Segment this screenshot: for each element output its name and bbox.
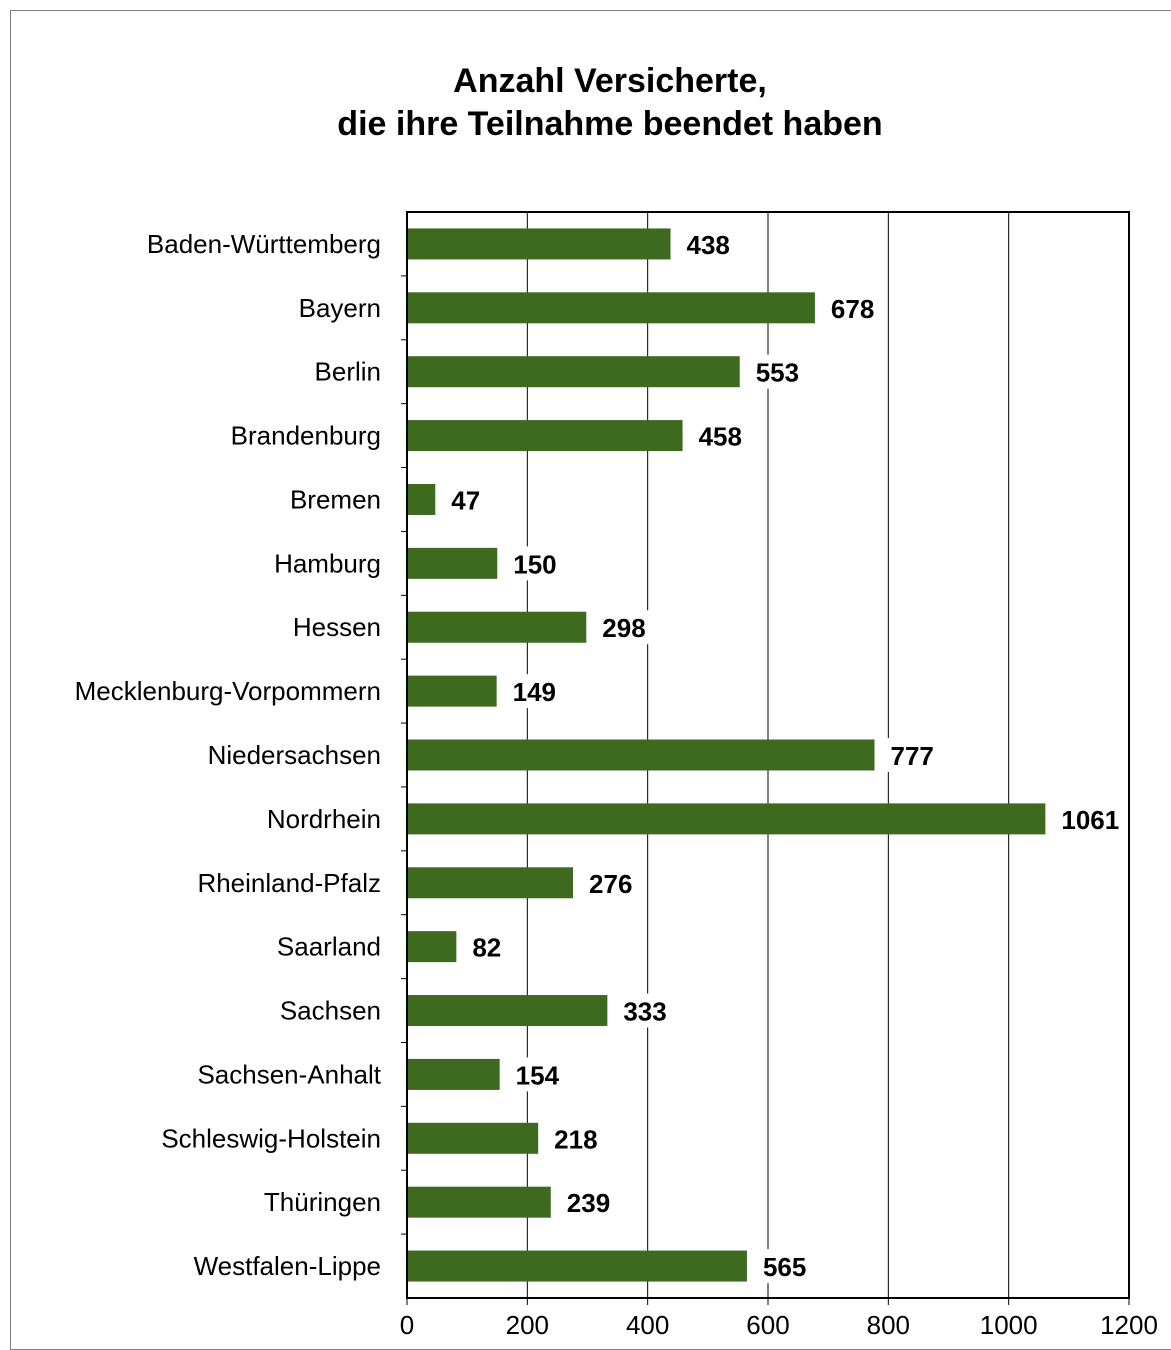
data-label: 218	[554, 1124, 597, 1154]
bar	[407, 1058, 500, 1090]
category-label: Bremen	[290, 484, 381, 514]
data-label: 150	[513, 549, 556, 579]
bar	[407, 547, 498, 579]
data-label: 1061	[1061, 805, 1119, 835]
bar	[407, 995, 608, 1027]
category-label: Niedersachsen	[208, 740, 381, 770]
category-label: Saarland	[277, 932, 381, 962]
category-label: Berlin	[315, 357, 381, 387]
chart-title-line-2: die ihre Teilnahme beendet haben	[337, 105, 882, 143]
data-label-background	[581, 865, 643, 900]
bar	[407, 1186, 551, 1218]
axes: Baden-Württemberg Bayern Berlin Brandenburg…	[75, 211, 1158, 1340]
x-tick-label: 600	[746, 1310, 789, 1340]
bar	[407, 356, 740, 388]
data-label-background	[558, 1185, 621, 1220]
data-label: 438	[687, 230, 730, 260]
category-label: Nordrhein	[267, 804, 381, 834]
category-label: Westfalen-Lippe	[194, 1251, 381, 1281]
data-label: 47	[451, 485, 480, 515]
x-tick-label: 800	[867, 1310, 910, 1340]
bar	[407, 803, 1046, 835]
data-label: 553	[756, 358, 799, 388]
data-label: 276	[589, 869, 632, 899]
bar	[407, 739, 875, 771]
data-label-background	[615, 993, 677, 1028]
x-tick-label: 0	[400, 1310, 414, 1340]
data-label-background	[690, 418, 753, 453]
data-label-background	[747, 354, 810, 389]
x-tick-label: 200	[506, 1310, 549, 1340]
data-label: 298	[602, 613, 645, 643]
data-label-background	[504, 674, 567, 709]
bar	[407, 420, 683, 452]
bar	[407, 292, 815, 324]
data-label-background	[678, 226, 741, 261]
category-label: Sachsen-Anhalt	[197, 1059, 381, 1089]
data-label: 678	[831, 294, 874, 324]
data-label-background	[443, 482, 491, 517]
data-label-background	[882, 738, 944, 772]
x-tick-label: 1000	[980, 1310, 1038, 1340]
bars: 438 678 553 458 47 150 298 149 777 1061 276 82 333 15…	[407, 226, 1130, 1284]
category-label: Sachsen	[280, 996, 381, 1026]
bar	[407, 931, 457, 963]
data-label: 777	[890, 741, 933, 771]
category-label: Baden-Württemberg	[147, 229, 381, 259]
x-tick-label: 1200	[1100, 1310, 1158, 1340]
category-label: Rheinland-Pfalz	[197, 868, 381, 898]
data-label: 154	[516, 1060, 560, 1090]
chart-title-line-1: Anzahl Versicherte,	[453, 62, 767, 100]
bar	[407, 228, 671, 260]
data-label-background	[464, 929, 512, 964]
category-label: Mecklenburg-Vorpommern	[75, 676, 381, 706]
bar	[407, 483, 436, 515]
data-label-background	[822, 290, 885, 325]
bar	[407, 675, 497, 707]
category-label: Thüringen	[264, 1187, 381, 1217]
data-label-background	[754, 1249, 817, 1284]
category-label: Hamburg	[274, 548, 381, 578]
data-label-background	[1053, 801, 1130, 836]
data-label-background	[546, 1121, 608, 1156]
category-label: Hessen	[293, 612, 381, 642]
data-label: 565	[763, 1252, 806, 1282]
category-label: Bayern	[299, 293, 381, 323]
category-label: Brandenburg	[231, 421, 381, 451]
category-label: Schleswig-Holstein	[161, 1123, 381, 1153]
data-label: 82	[472, 933, 501, 963]
data-label: 333	[623, 997, 666, 1027]
x-tick-label: 400	[626, 1310, 669, 1340]
data-label: 458	[699, 422, 742, 452]
bar	[407, 1122, 539, 1154]
data-label-background	[594, 610, 656, 645]
data-label: 149	[513, 677, 556, 707]
bar	[407, 611, 587, 643]
bar	[407, 867, 574, 899]
data-label-background	[505, 546, 567, 581]
data-label-background	[507, 1057, 570, 1092]
bar	[407, 1250, 747, 1282]
data-label: 239	[567, 1188, 610, 1218]
